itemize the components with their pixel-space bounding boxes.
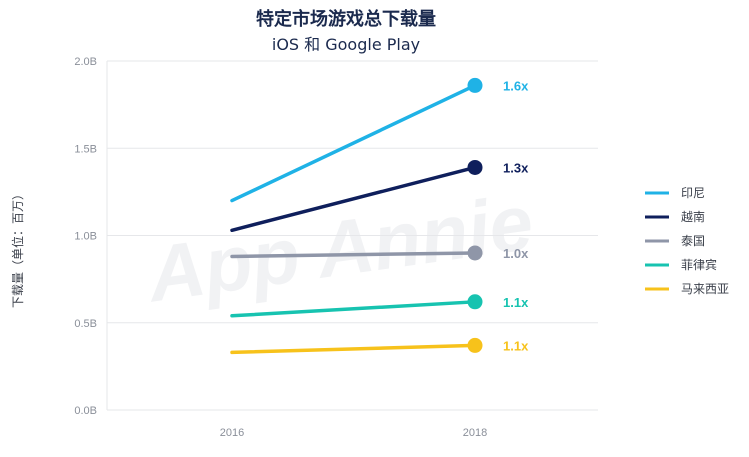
series-2-line	[230, 251, 477, 259]
y-axis-label: 下载量（单位：百万）	[10, 188, 25, 308]
chart-subtitle: iOS 和 Google Play	[272, 35, 420, 54]
y-tick-label: 1.0B	[74, 231, 97, 243]
legend-item: 印尼	[645, 186, 705, 200]
series-4-growth-label: 1.1x	[503, 338, 529, 353]
series-1-end-point	[467, 159, 483, 175]
legend-label: 马来西亚	[681, 282, 729, 296]
series-0-growth-label: 1.6x	[503, 78, 529, 93]
legend-item: 马来西亚	[645, 282, 729, 296]
y-tick-labels: 0.0B 0.5B 1.0B 1.5B 2.0B	[74, 56, 97, 417]
y-tick-label: 1.5B	[74, 143, 97, 155]
series-0-end-point	[467, 77, 483, 93]
series-0-line	[230, 83, 477, 203]
series-3-line	[230, 300, 477, 318]
series-3-end-point	[467, 294, 483, 310]
series-3-growth-label: 1.1x	[503, 295, 529, 310]
legend-label: 菲律宾	[681, 257, 717, 272]
legend-label: 越南	[681, 209, 705, 224]
series-1-line	[230, 165, 477, 233]
x-tick-label: 2018	[463, 427, 487, 439]
series-2-end-point	[467, 245, 483, 261]
grid-lines	[106, 60, 598, 411]
x-tick-labels: 2016 2018	[220, 427, 487, 439]
series-2-growth-label: 1.0x	[503, 246, 529, 261]
y-tick-label: 2.0B	[74, 56, 97, 68]
legend-item: 越南	[645, 209, 705, 224]
series-4-end-point	[467, 337, 483, 353]
legend-label: 印尼	[681, 186, 705, 200]
chart-title: 特定市场游戏总下载量	[256, 8, 436, 30]
y-tick-label: 0.0B	[74, 405, 97, 417]
legend-item: 泰国	[645, 234, 705, 248]
x-tick-label: 2016	[220, 427, 244, 439]
legend-label: 泰国	[681, 234, 705, 248]
legend-item: 菲律宾	[645, 257, 717, 272]
series-4-line	[230, 343, 477, 355]
y-tick-label: 0.5B	[74, 318, 97, 330]
series-group: 1.6x 1.3x 1.0x 1.1x 1.1x	[230, 77, 529, 355]
series-1-growth-label: 1.3x	[503, 160, 529, 175]
